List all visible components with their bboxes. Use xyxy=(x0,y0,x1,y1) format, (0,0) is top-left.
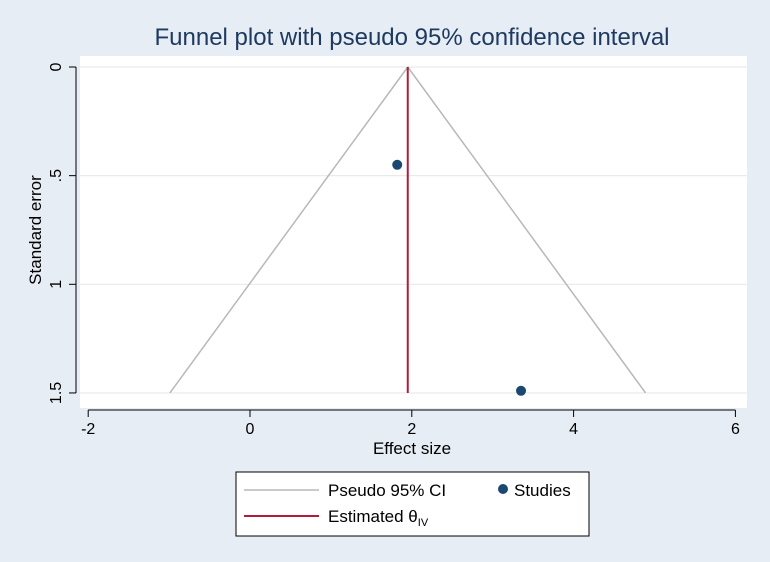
study-point xyxy=(516,385,527,396)
pseudo-ci-line xyxy=(407,66,647,394)
legend-estimate-text: Estimated θ xyxy=(328,507,418,526)
chart-title: Funnel plot with pseudo 95% confidence i… xyxy=(155,24,670,51)
x-tick-label: 4 xyxy=(569,421,578,438)
pseudo-ci-lines xyxy=(169,66,647,394)
x-tick-label: 0 xyxy=(246,421,255,438)
y-tick-label: 1 xyxy=(48,280,65,289)
y-axis-label: Standard error xyxy=(26,175,45,285)
grid-lines xyxy=(80,66,747,394)
axes xyxy=(69,66,736,417)
x-tick-label: -2 xyxy=(81,421,95,438)
pseudo-ci-line xyxy=(169,66,409,394)
y-tick-label: .5 xyxy=(48,169,65,182)
legend-studies-label: Studies xyxy=(514,481,571,500)
study-points xyxy=(392,159,527,396)
x-tick-label: 2 xyxy=(407,421,416,438)
tick-labels: 0 .5 1 1.5 -2 0 2 4 6 xyxy=(48,62,740,438)
y-tick-label: 0 xyxy=(48,62,65,71)
study-point xyxy=(392,159,403,170)
x-axis-label: Effect size xyxy=(373,439,451,458)
legend-estimate-label: Estimated θIV xyxy=(328,507,429,529)
y-tick-label: 1.5 xyxy=(48,382,65,404)
plot-area xyxy=(80,56,747,408)
legend: Pseudo 95% CI Studies Estimated θIV xyxy=(235,471,590,537)
legend-estimate-subscript: IV xyxy=(418,517,429,529)
legend-box xyxy=(235,471,590,537)
legend-ci-label: Pseudo 95% CI xyxy=(328,481,446,500)
legend-studies-swatch xyxy=(498,484,508,494)
x-tick-label: 6 xyxy=(731,421,740,438)
